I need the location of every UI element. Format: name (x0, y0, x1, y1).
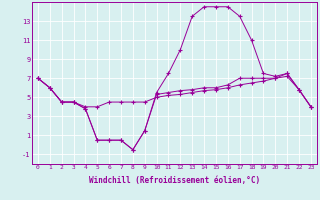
X-axis label: Windchill (Refroidissement éolien,°C): Windchill (Refroidissement éolien,°C) (89, 176, 260, 185)
